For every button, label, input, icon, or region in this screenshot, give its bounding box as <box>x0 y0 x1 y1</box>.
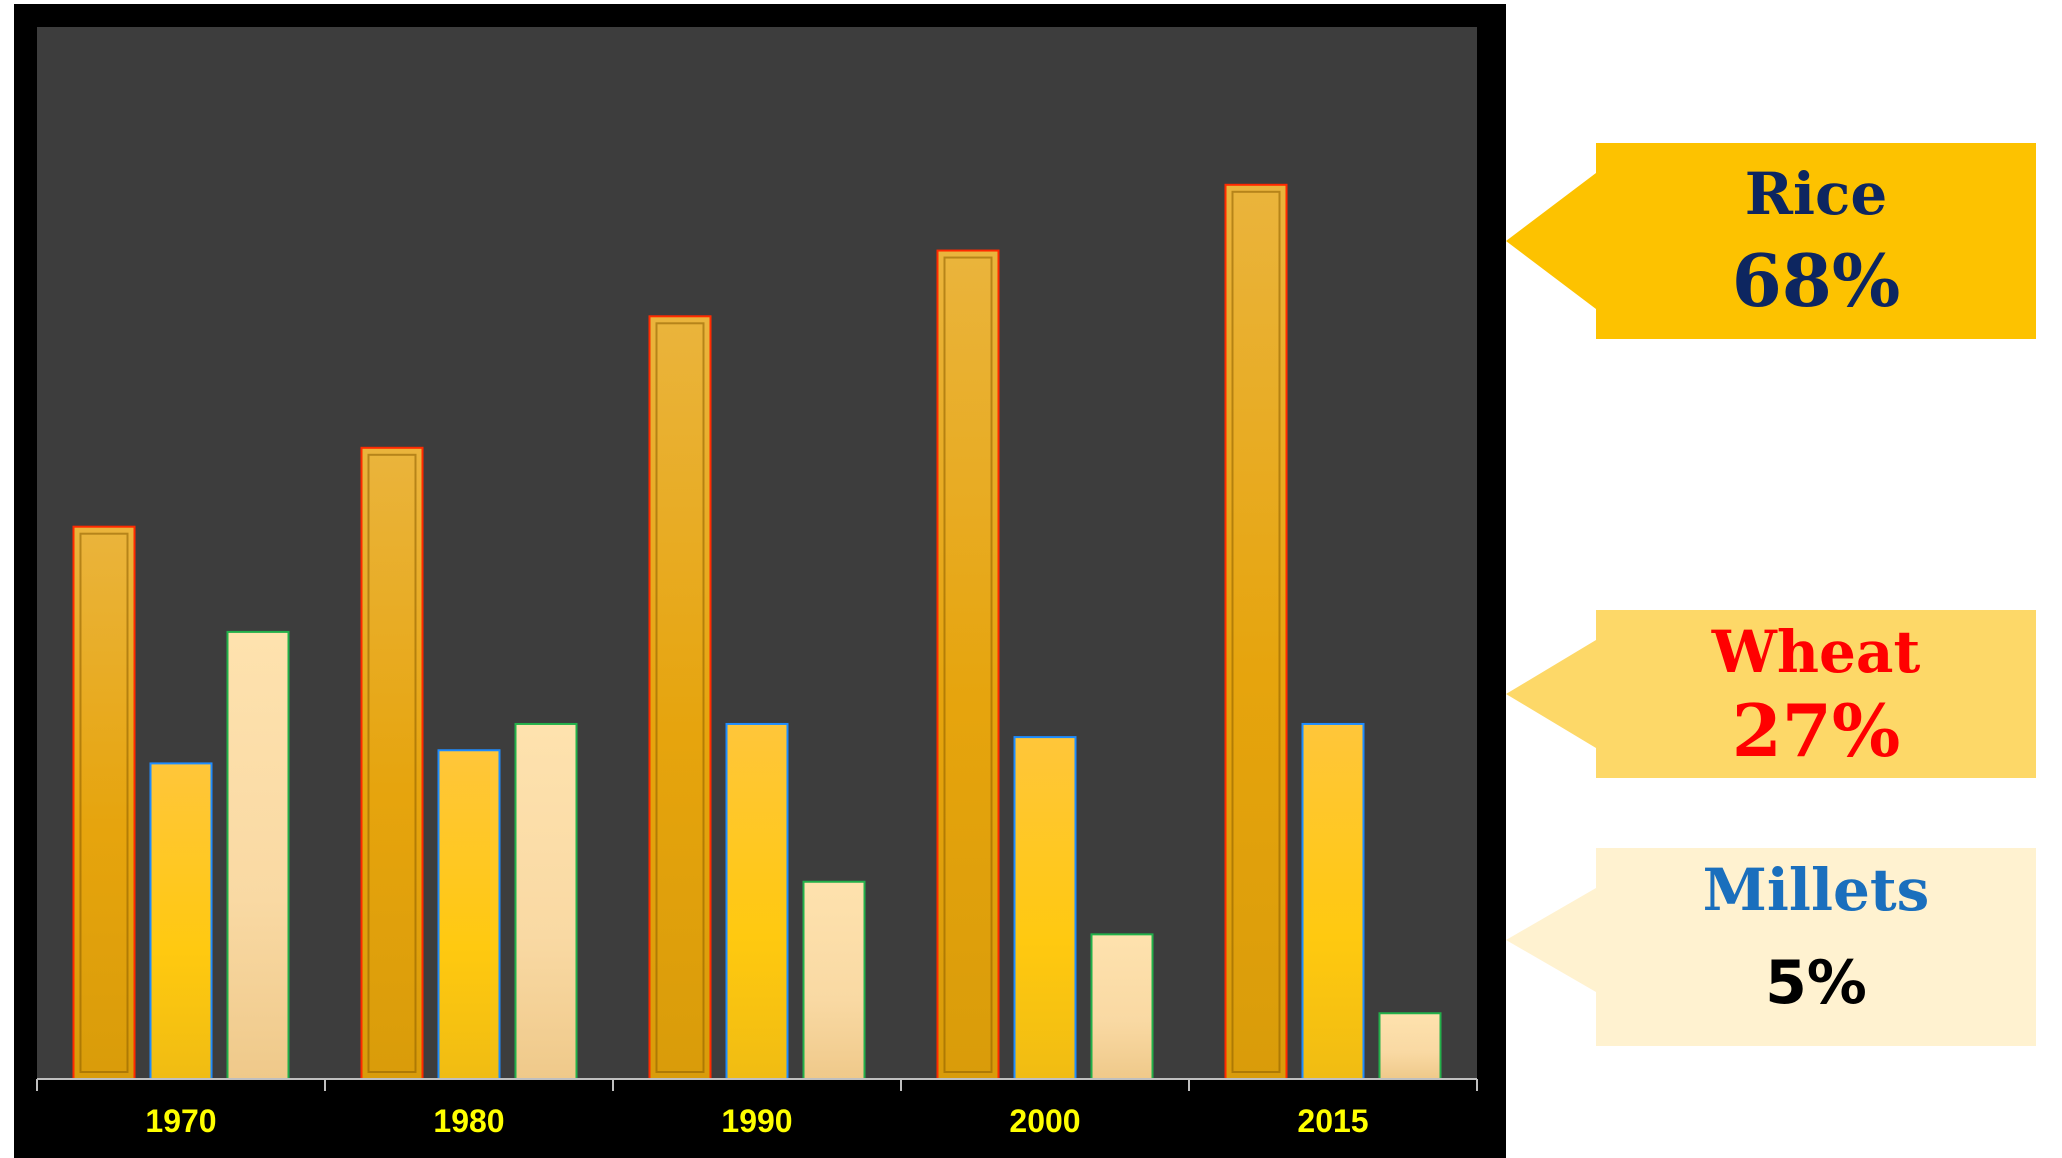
bar-bevel-2000 <box>943 256 993 1074</box>
legend-callout-shape <box>1506 848 2036 1046</box>
bar-rice-2000 <box>936 249 1000 1081</box>
legend-name-wheat: Wheat <box>1711 618 1921 686</box>
bar-millets-2000 <box>1090 933 1154 1080</box>
bar-millets-1970 <box>226 630 290 1081</box>
x-tick-label-1970: 1970 <box>145 1103 216 1139</box>
legend-item-wheat: Wheat 27% <box>1506 610 2036 778</box>
x-tick-label-1990: 1990 <box>721 1103 792 1139</box>
chart-frame: 1970 1980 1990 2000 2015 <box>14 4 1506 1158</box>
legend-item-rice: Rice 68% <box>1506 143 2036 339</box>
bar-millets-1990 <box>802 880 866 1080</box>
bar-millets-2015 <box>1378 1012 1442 1080</box>
legend-name-rice: Rice <box>1744 160 1888 228</box>
legend-name-millets: Millets <box>1702 856 1930 924</box>
bar-wheat-1970 <box>149 762 213 1081</box>
bar-wheat-2000 <box>1013 736 1077 1080</box>
legend-value-millets: 5% <box>1765 948 1867 1018</box>
bar-bevel-1980 <box>367 453 417 1073</box>
bar-rice-2015 <box>1224 183 1288 1081</box>
legend-callout-shape <box>1506 143 2036 339</box>
bar-wheat-1990 <box>725 722 789 1080</box>
legend-item-millets: Millets 5% <box>1506 848 2036 1046</box>
x-tick-label-2000: 2000 <box>1009 1103 1080 1139</box>
bar-rice-1970 <box>72 525 136 1080</box>
bar-rice-1990 <box>648 315 712 1080</box>
bar-rice-1980 <box>360 446 424 1080</box>
legend-callout-shape <box>1506 610 2036 778</box>
x-tick-label-1980: 1980 <box>433 1103 504 1139</box>
bar-bevel-2015 <box>1231 190 1281 1074</box>
bar-chart: 1970 1980 1990 2000 2015 <box>36 27 1478 1139</box>
legend-value-rice: 68% <box>1731 238 1901 323</box>
legend-value-wheat: 27% <box>1731 688 1901 773</box>
bar-bevel-1990 <box>655 322 705 1073</box>
bar-millets-1980 <box>514 722 578 1080</box>
x-tick-label-2015: 2015 <box>1297 1103 1368 1139</box>
bar-wheat-2015 <box>1301 722 1365 1080</box>
bar-bevel-1970 <box>79 532 129 1073</box>
bar-wheat-1980 <box>437 749 501 1080</box>
